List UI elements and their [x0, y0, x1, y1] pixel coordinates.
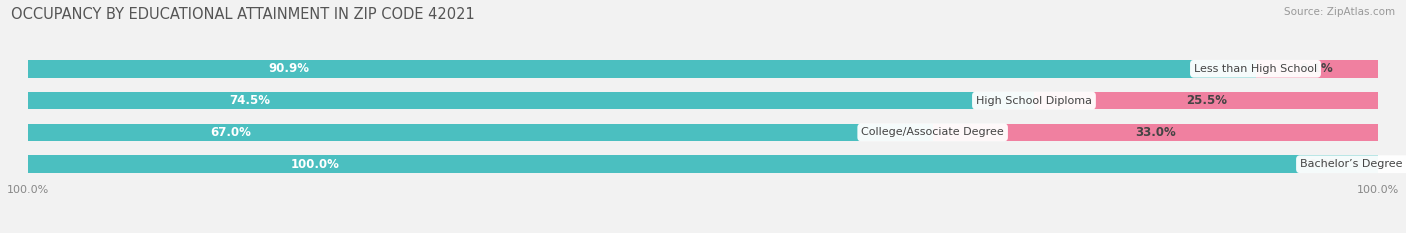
Text: 25.5%: 25.5% — [1185, 94, 1226, 107]
Text: 100.0%: 100.0% — [291, 158, 340, 171]
Text: Less than High School: Less than High School — [1194, 64, 1317, 74]
Text: 90.9%: 90.9% — [269, 62, 309, 75]
Text: Bachelor’s Degree or higher: Bachelor’s Degree or higher — [1301, 159, 1406, 169]
Text: 67.0%: 67.0% — [211, 126, 252, 139]
Text: 9.1%: 9.1% — [1301, 62, 1333, 75]
Text: OCCUPANCY BY EDUCATIONAL ATTAINMENT IN ZIP CODE 42021: OCCUPANCY BY EDUCATIONAL ATTAINMENT IN Z… — [11, 7, 475, 22]
Bar — [28, 155, 1378, 173]
Bar — [28, 155, 1378, 173]
Legend: Owner-occupied, Renter-occupied: Owner-occupied, Renter-occupied — [582, 229, 824, 233]
Text: 0.0%: 0.0% — [1308, 158, 1341, 171]
Bar — [28, 60, 1256, 78]
Text: College/Associate Degree: College/Associate Degree — [862, 127, 1004, 137]
Text: Source: ZipAtlas.com: Source: ZipAtlas.com — [1284, 7, 1395, 17]
Bar — [28, 124, 932, 141]
Text: High School Diploma: High School Diploma — [976, 96, 1092, 106]
Text: 74.5%: 74.5% — [229, 94, 270, 107]
Bar — [1033, 92, 1378, 109]
Bar — [28, 92, 1378, 109]
Bar — [28, 124, 1378, 141]
Text: 33.0%: 33.0% — [1135, 126, 1175, 139]
Bar — [28, 60, 1378, 78]
Bar — [28, 92, 1033, 109]
Bar — [1256, 60, 1378, 78]
Bar — [932, 124, 1378, 141]
